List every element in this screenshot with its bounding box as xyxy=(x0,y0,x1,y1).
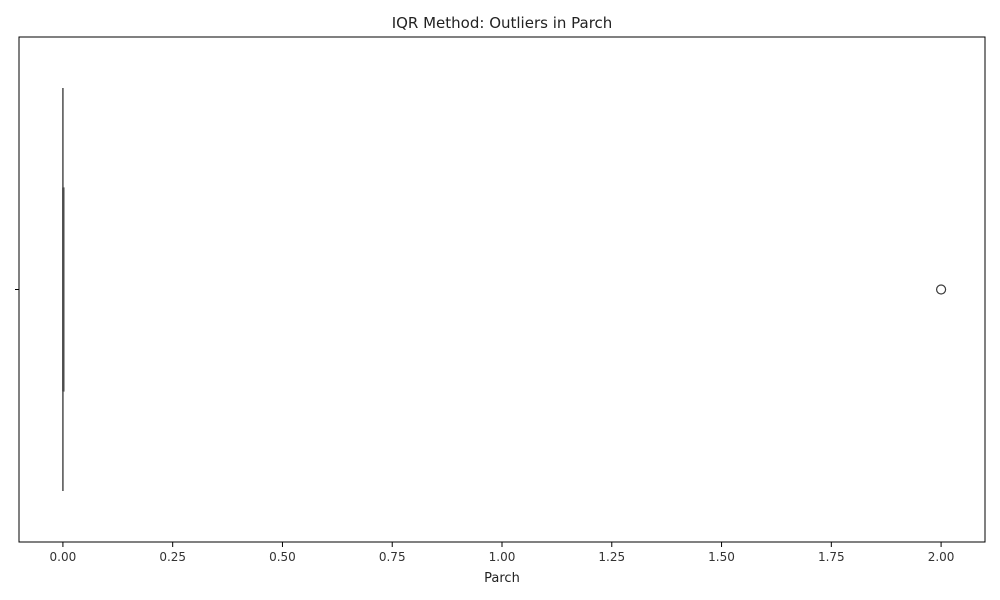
x-axis-label: Parch xyxy=(484,571,520,586)
outlier-group xyxy=(935,284,947,295)
plot-area xyxy=(18,36,986,543)
x-tick-label: 1.75 xyxy=(818,550,845,564)
x-tick-label: 1.50 xyxy=(708,550,735,564)
x-tick-label: 0.00 xyxy=(50,550,77,564)
x-tick-label: 0.75 xyxy=(379,550,406,564)
x-tick-label: 2.00 xyxy=(928,550,955,564)
x-tick-label: 1.25 xyxy=(598,550,625,564)
x-tick-label: 1.00 xyxy=(489,550,516,564)
chart-title: IQR Method: Outliers in Parch xyxy=(392,14,613,32)
x-tick-label: 0.25 xyxy=(159,550,186,564)
box-group xyxy=(62,88,65,491)
outlier-point xyxy=(935,284,947,295)
x-tick-label: 0.50 xyxy=(269,550,296,564)
x-axis-ticks: 0.00 0.25 0.50 0.75 1.00 1.25 1.50 1.75 2.00 xyxy=(50,542,955,564)
